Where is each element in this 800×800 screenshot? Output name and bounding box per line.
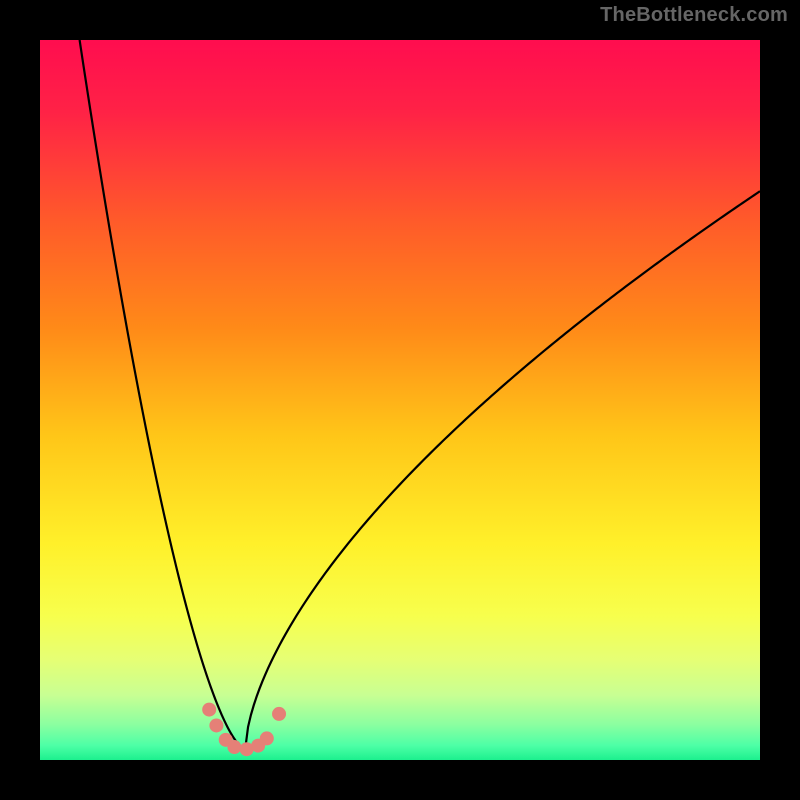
curve-marker <box>227 740 241 754</box>
curve-marker <box>272 707 286 721</box>
curve-marker <box>260 731 274 745</box>
chart-container: TheBottleneck.com <box>0 0 800 800</box>
bottleneck-chart <box>0 0 800 800</box>
watermark-text: TheBottleneck.com <box>600 4 788 27</box>
curve-marker <box>209 718 223 732</box>
plot-background <box>40 40 760 760</box>
curve-marker <box>202 703 216 717</box>
